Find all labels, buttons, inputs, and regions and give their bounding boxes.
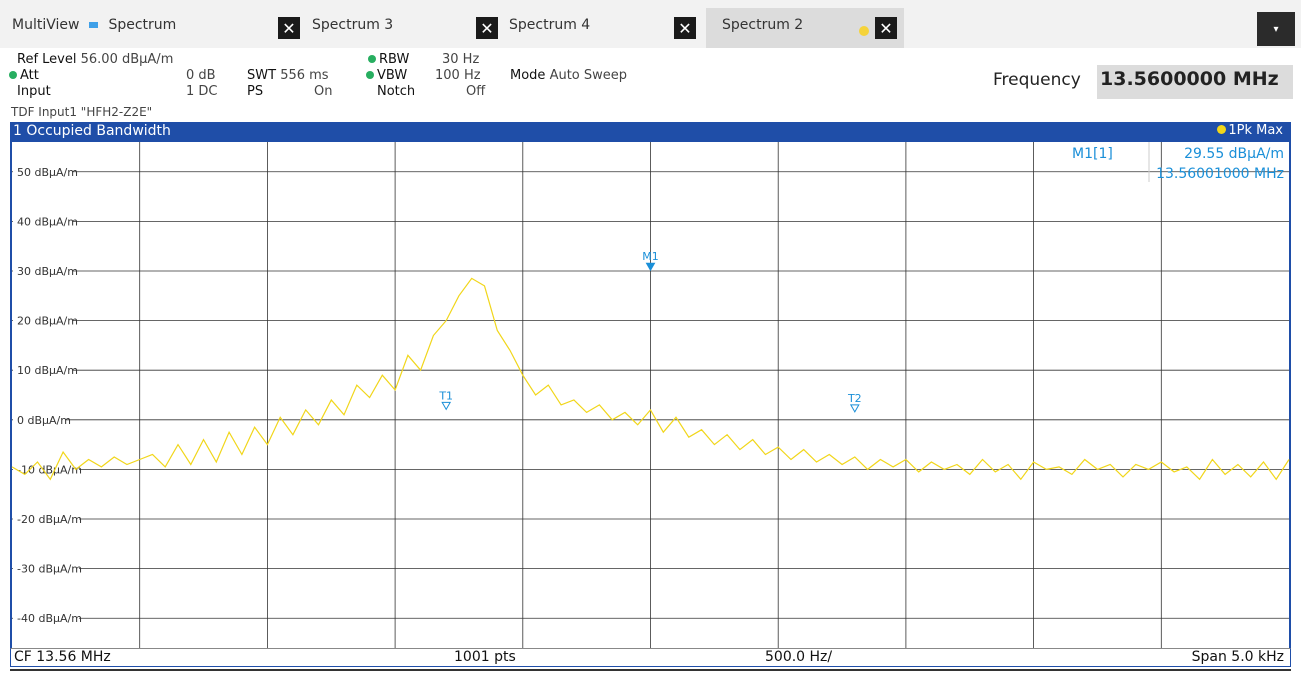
att[interactable]: Att (9, 68, 39, 84)
y-tick-label-bg (13, 511, 79, 526)
rbw-indicator-icon (368, 54, 376, 63)
vbw-value: 100 Hz (435, 68, 481, 83)
marker-table-freq: 13.56001000 MHz (1156, 166, 1284, 182)
close-spectrum-4-icon[interactable]: ✕ (476, 17, 498, 39)
marker-table-level: 29.55 dBμA/m (1184, 146, 1284, 162)
ref-level-label: Ref Level (17, 52, 77, 67)
frequency-label: Frequency (993, 70, 1081, 90)
tab-spectrum-3-label: Spectrum 3 (312, 17, 394, 33)
att-value: 0 dB (186, 68, 216, 83)
menu-dropdown-button[interactable]: ▾ (1257, 12, 1295, 46)
marker-t1: T1 (438, 389, 453, 411)
y-tick-label-bg (13, 312, 73, 327)
marker-table: M1[1] 29.55 dBμA/m 13.56001000 MHz (1072, 142, 1284, 182)
rbw[interactable]: RBW (368, 52, 409, 68)
y-tick-label-bg (13, 610, 79, 625)
marker-t1-label: T1 (438, 389, 453, 402)
multiview-tab[interactable]: MultiView Spectrum (12, 8, 176, 48)
tab-bar: MultiView Spectrum ✕ Spectrum 3 ✕ Spectr… (0, 0, 1301, 48)
y-tick-label: -30 dBμA/m (17, 563, 82, 576)
marker-t2: T2 (847, 392, 862, 413)
tab-spectrum-4-label: Spectrum 4 (509, 17, 591, 33)
settings-panel: Ref Level 56.00 dBμA/m Att 0 dB Input 1 … (0, 48, 1301, 122)
sweep-points: 1001 pts (454, 649, 516, 665)
mode-label: Mode (510, 68, 546, 83)
close-spectrum-2-icon[interactable]: ✕ (674, 17, 696, 39)
y-tick-label: -40 dBμA/m (17, 612, 82, 625)
input-label: Input (17, 84, 51, 99)
trace-indicator-icon (1217, 125, 1227, 134)
vbw-indicator-icon (366, 70, 374, 79)
ps-value: On (314, 84, 333, 99)
marker-m1: M1 (642, 250, 659, 272)
marker-t1-triangle (441, 401, 452, 411)
y-tick-label: -20 dBμA/m (17, 513, 82, 526)
ps-label: PS (247, 84, 264, 99)
y-tick-label-bg (13, 262, 73, 277)
active-indicator-icon (859, 26, 869, 36)
swt[interactable]: SWT 556 ms (247, 68, 329, 84)
ref-level-value: 56.00 dBμA/m (80, 52, 174, 67)
mode[interactable]: Mode Auto Sweep (510, 68, 627, 84)
vbw-label: VBW (377, 68, 408, 83)
trace-1-line (11, 277, 1290, 481)
marker-t2-label: T2 (847, 392, 862, 405)
rbw-value: 30 Hz (442, 52, 480, 67)
diagram-header[interactable]: 1 Occupied Bandwidth 1Pk Max (10, 122, 1291, 142)
spectrum-plot[interactable]: 50 dBμA/m 40 dBμA/m 30 dBμA/m 20 dBμA/m 10 d… (10, 142, 1291, 648)
multiview-icon (89, 22, 99, 28)
tab-spectrum-2-label: Spectrum 2 (722, 17, 804, 33)
swt-value: 556 ms (280, 68, 329, 83)
tdf-info: TDF Input1 "HFH2-Z2E" (11, 105, 153, 119)
y-tick-label: 30 dBμA/m (17, 265, 78, 278)
bottom-border (10, 669, 1291, 671)
frequency-value[interactable]: 13.5600000 MHz (1100, 68, 1279, 90)
notch-value: Off (466, 84, 486, 99)
y-tick-label-bg (13, 213, 73, 228)
marker-m1-label: M1 (642, 250, 659, 263)
y-tick-label-bg (13, 560, 79, 575)
frequency-field[interactable] (1097, 65, 1293, 99)
y-axis-labels: 50 dBμA/m 40 dBμA/m 30 dBμA/m 20 dBμA/m 10 d… (13, 163, 82, 625)
rbw-label: RBW (379, 52, 410, 67)
tab-spectrum-3[interactable]: Spectrum 3 (312, 8, 393, 48)
close-active-tab-icon[interactable]: ✕ (875, 17, 897, 39)
marker-table-name: M1[1] (1072, 146, 1113, 162)
marker-t2-triangle (849, 404, 860, 413)
span: Span 5.0 kHz (1191, 649, 1284, 665)
mode-value: Auto Sweep (549, 68, 628, 83)
frequency-division: 500.0 Hz/ (765, 649, 833, 665)
y-tick-label: 50 dBμA/m (17, 166, 78, 179)
diagram-footer: CF 13.56 MHz 1001 pts 500.0 Hz/ Span 5.0… (10, 648, 1291, 667)
y-tick-label: 10 dBμA/m (17, 364, 78, 377)
att-label: Att (20, 68, 39, 83)
plot-grid (12, 142, 1289, 648)
close-spectrum-3-icon[interactable]: ✕ (278, 17, 300, 39)
ref-level[interactable]: Ref Level 56.00 dBμA/m (17, 52, 173, 68)
swt-label: SWT (247, 68, 277, 83)
y-tick-label-bg (13, 163, 73, 178)
tab-spectrum-2[interactable]: Spectrum 2 (706, 8, 904, 48)
notch-label: Notch (377, 84, 416, 99)
diagram-title: 1 Occupied Bandwidth (13, 123, 171, 139)
markers: M1 T1 T2 (438, 250, 862, 413)
input-value: 1 DC (186, 84, 218, 99)
trace-info-label: 1Pk Max (1228, 123, 1283, 138)
tab-spectrum[interactable]: Spectrum (108, 17, 177, 33)
marker-m1-triangle (645, 262, 656, 272)
tab-spectrum-4[interactable]: Spectrum 4 (509, 8, 590, 48)
center-frequency: CF 13.56 MHz (14, 649, 111, 665)
trace-info: 1Pk Max (1217, 123, 1283, 138)
y-tick-label: 40 dBμA/m (17, 215, 78, 228)
y-tick-label-bg (13, 411, 66, 426)
y-tick-label-bg (13, 461, 79, 476)
att-indicator-icon (9, 70, 17, 79)
y-tick-label: 0 dBμA/m (17, 414, 71, 427)
vbw[interactable]: VBW (366, 68, 407, 84)
y-tick-label: 20 dBμA/m (17, 315, 78, 328)
y-tick-label-bg (13, 362, 73, 377)
multiview-label: MultiView (12, 17, 80, 33)
